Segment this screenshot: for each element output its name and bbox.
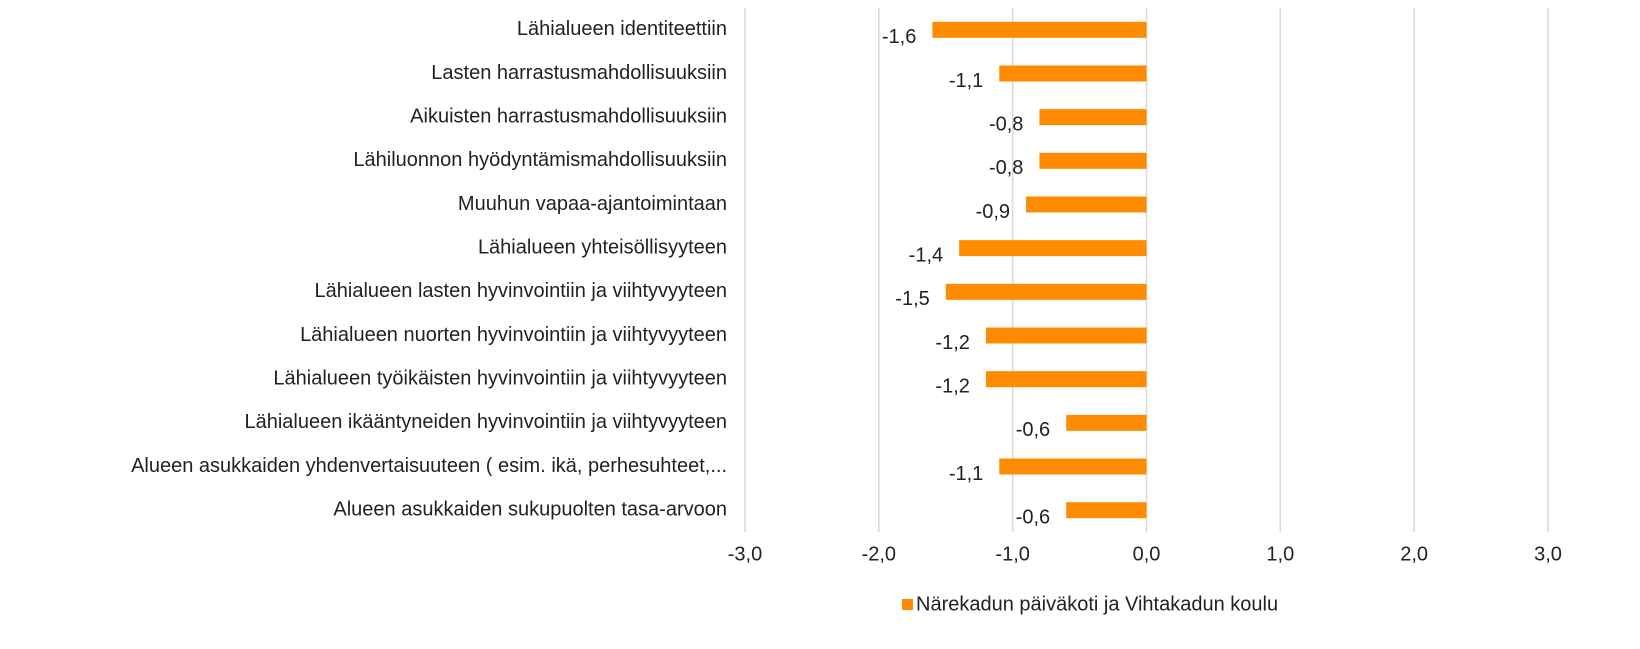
bar bbox=[959, 240, 1147, 257]
x-tick-label: 3,0 bbox=[1534, 543, 1562, 565]
bar bbox=[985, 371, 1147, 388]
y-tick-label: Lähialueen identiteettiin bbox=[517, 18, 727, 40]
bar bbox=[945, 283, 1147, 300]
y-tick-label: Lähiluonnon hyödyntämismahdollisuuksiin bbox=[353, 149, 727, 171]
x-tick-label: 2,0 bbox=[1400, 543, 1428, 565]
bar bbox=[999, 65, 1147, 82]
bar bbox=[1039, 109, 1147, 126]
y-tick-label: Lähialueen ikääntyneiden hyvinvointiin j… bbox=[244, 411, 727, 433]
bar bbox=[1026, 196, 1147, 213]
x-tick-label: 0,0 bbox=[1133, 543, 1161, 565]
value-label: -1,2 bbox=[935, 375, 969, 397]
value-label: -1,1 bbox=[949, 463, 983, 485]
value-label: -0,8 bbox=[989, 113, 1023, 135]
y-tick-label: Alueen asukkaiden sukupuolten tasa-arvoo… bbox=[333, 498, 727, 520]
legend-swatch bbox=[902, 599, 913, 610]
value-label: -1,6 bbox=[882, 26, 916, 48]
value-label: -0,6 bbox=[1016, 506, 1050, 528]
bar bbox=[1066, 414, 1147, 431]
legend-label: Närekadun päiväkoti ja Vihtakadun koulu bbox=[916, 593, 1278, 615]
y-tick-label: Lähialueen nuorten hyvinvointiin ja viih… bbox=[300, 324, 727, 346]
value-label: -1,2 bbox=[935, 332, 969, 354]
value-label: -1,5 bbox=[895, 288, 929, 310]
value-label: -1,4 bbox=[909, 244, 943, 266]
value-label: -0,6 bbox=[1016, 419, 1050, 441]
x-tick-label: -2,0 bbox=[862, 543, 896, 565]
x-tick-label: 1,0 bbox=[1266, 543, 1294, 565]
y-tick-label: Muuhun vapaa-ajantoimintaan bbox=[458, 193, 727, 215]
value-label: -0,9 bbox=[976, 201, 1010, 223]
y-tick-label: Lasten harrastusmahdollisuuksiin bbox=[431, 62, 727, 84]
bar bbox=[1039, 152, 1147, 169]
value-label: -0,8 bbox=[989, 157, 1023, 179]
bar bbox=[1066, 502, 1147, 519]
y-tick-label: Lähialueen työikäisten hyvinvointiin ja … bbox=[273, 367, 727, 389]
y-tick-label: Alueen asukkaiden yhdenvertaisuuteen ( e… bbox=[131, 455, 727, 477]
y-tick-label: Aikuisten harrastusmahdollisuuksiin bbox=[410, 105, 727, 127]
y-tick-label: Lähialueen lasten hyvinvointiin ja viiht… bbox=[315, 280, 727, 302]
y-tick-label: Lähialueen yhteisöllisyyteen bbox=[478, 236, 727, 258]
x-tick-label: -1,0 bbox=[995, 543, 1029, 565]
bar bbox=[999, 458, 1147, 475]
bar bbox=[985, 327, 1147, 344]
x-tick-label: -3,0 bbox=[728, 543, 762, 565]
bar bbox=[932, 21, 1147, 38]
value-label: -1,1 bbox=[949, 70, 983, 92]
